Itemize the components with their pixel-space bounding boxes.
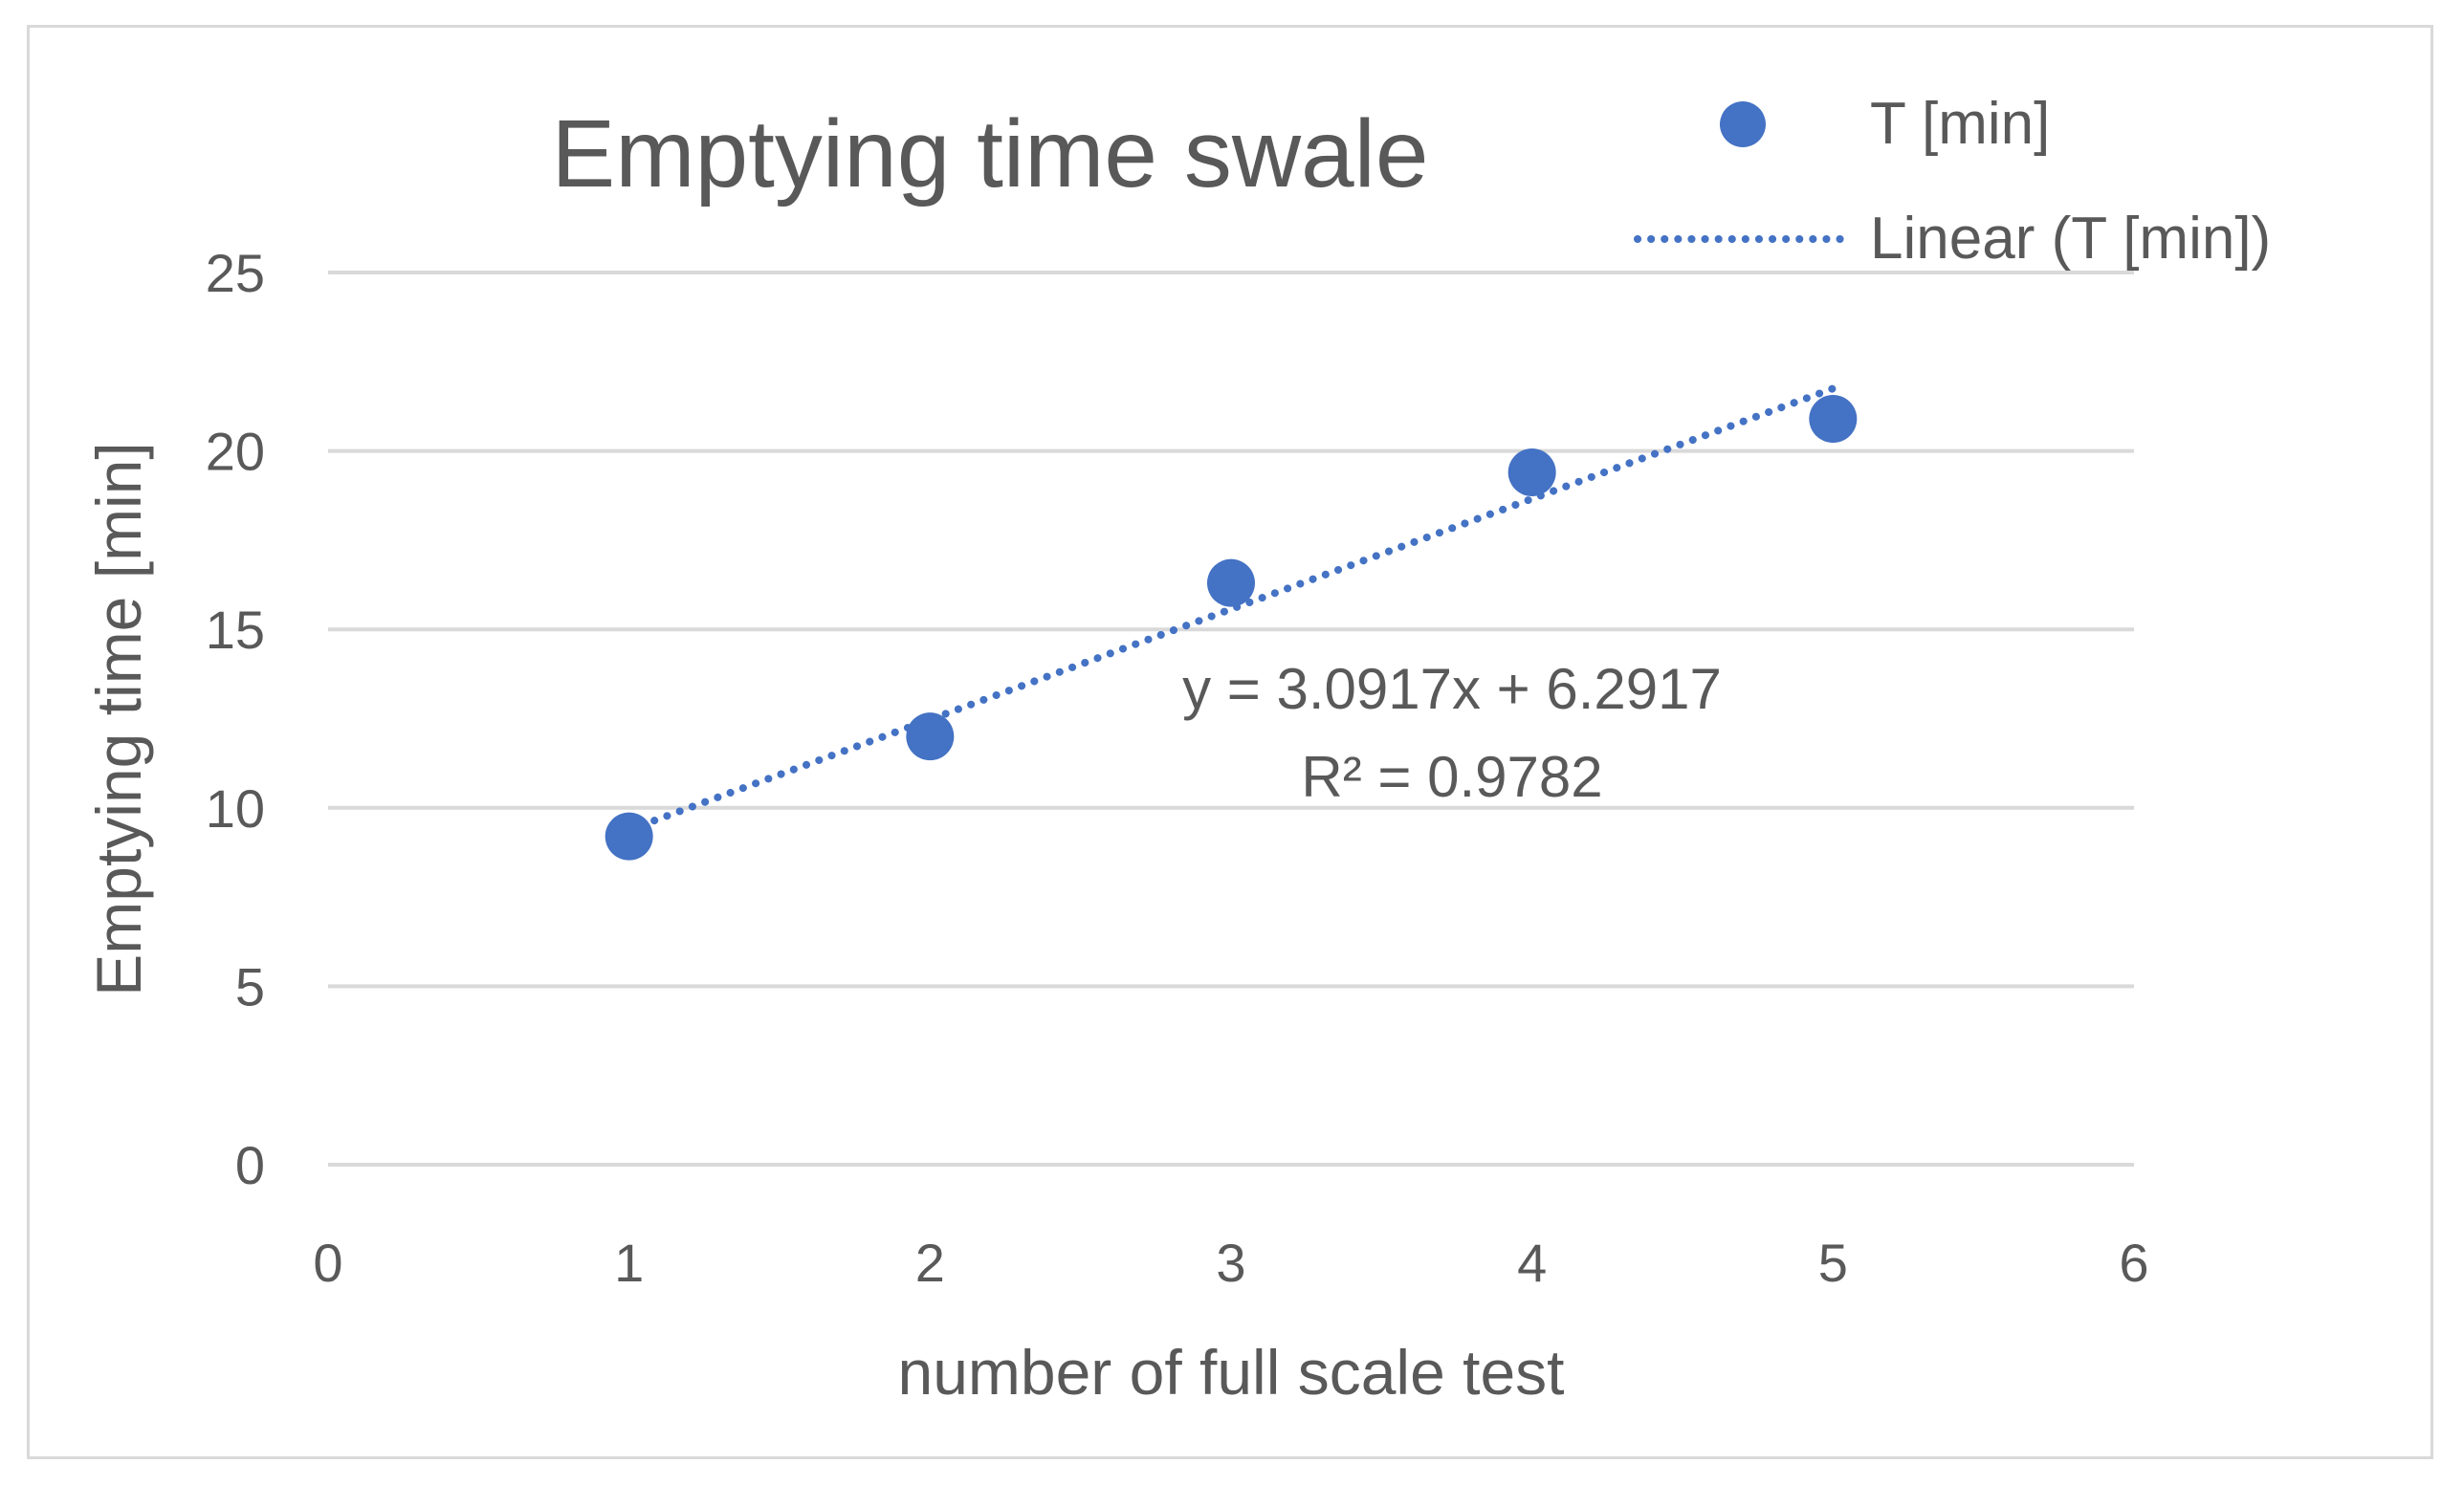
gridlines (328, 271, 2134, 1167)
data-point-2 (906, 712, 955, 761)
trendline-group (625, 384, 1837, 834)
trendline (625, 384, 1837, 834)
trendline-r-squared: R² = 0.9782 (1301, 745, 1602, 809)
legend-marker-circle (1720, 101, 1766, 147)
y-tick-label: 0 (235, 1135, 265, 1195)
y-tick-label: 25 (206, 243, 265, 303)
legend-label-trendline: Linear (T [min]) (1870, 206, 2271, 272)
data-point-1 (605, 812, 653, 861)
y-axis-ticks: 0 5 10 15 20 25 (206, 243, 265, 1195)
y-axis-title: Emptying time [min] (83, 442, 154, 996)
data-point-4 (1507, 448, 1556, 496)
x-tick-label: 5 (1818, 1233, 1848, 1293)
x-axis-ticks: 0 1 2 3 4 5 6 (313, 1233, 2148, 1293)
x-tick-label: 1 (614, 1233, 644, 1293)
chart-frame (27, 25, 2433, 1459)
x-tick-label: 2 (915, 1233, 945, 1293)
trendline-equation: y = 3.0917x + 6.2917 (1182, 657, 1722, 721)
x-tick-label: 3 (1216, 1233, 1245, 1293)
data-point-5 (1809, 395, 1858, 444)
x-axis-title: number of full scale test (898, 1337, 1565, 1408)
y-tick-label: 15 (206, 600, 265, 660)
x-tick-label: 4 (1517, 1233, 1547, 1293)
x-tick-label: 0 (313, 1233, 342, 1293)
chart-title: Emptying time swale (552, 100, 1429, 208)
legend-label-series: T [min] (1870, 91, 2050, 157)
data-points (605, 395, 1858, 861)
y-tick-label: 20 (206, 422, 265, 482)
x-tick-label: 6 (2119, 1233, 2148, 1293)
y-tick-label: 5 (235, 956, 265, 1016)
y-tick-label: 10 (206, 778, 265, 839)
data-point-3 (1207, 558, 1255, 607)
legend: T [min] Linear (T [min]) (1634, 91, 2271, 272)
